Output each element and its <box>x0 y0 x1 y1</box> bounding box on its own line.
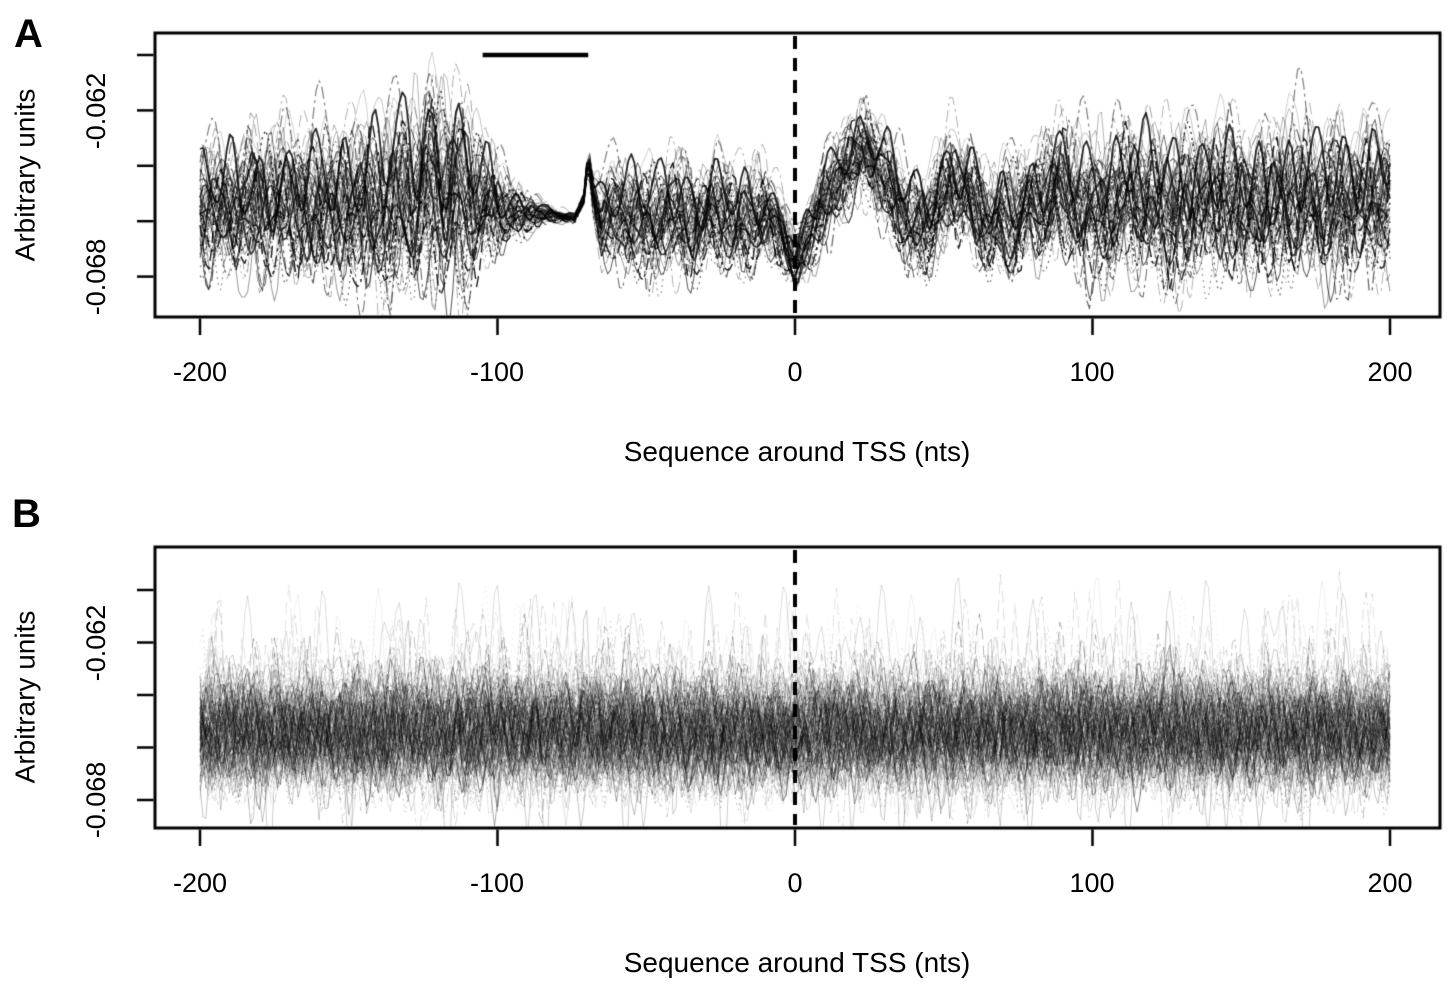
x-tick-label-a-0: 0 <box>787 357 803 387</box>
y-tick-label-a-068: -0.068 <box>81 238 112 316</box>
x-tick-label-a-m200: -200 <box>172 357 228 387</box>
x-tick-label-b-m200: -200 <box>172 868 228 898</box>
x-tick-label-a-100: 100 <box>1069 357 1115 387</box>
y-axis-title-a: Arbitrary units <box>9 88 41 262</box>
panel-a-label: A <box>14 12 43 56</box>
panel-b-label: B <box>12 492 41 536</box>
x-axis-title-a: Sequence around TSS (nts) <box>623 436 971 467</box>
y-tick-label-b-062: -0.062 <box>81 604 112 682</box>
x-tick-label-a-m100: -100 <box>469 357 525 387</box>
x-tick-label-b-m100: -100 <box>469 868 525 898</box>
y-axis-title-b: Arbitrary units <box>9 610 41 784</box>
x-tick-label-b-0: 0 <box>787 868 803 898</box>
y-tick-label-b-068: -0.068 <box>81 761 112 839</box>
x-axis-title-b: Sequence around TSS (nts) <box>623 947 971 978</box>
x-tick-label-b-200: 200 <box>1367 868 1413 898</box>
x-tick-label-a-200: 200 <box>1367 357 1413 387</box>
x-tick-label-b-100: 100 <box>1069 868 1115 898</box>
y-tick-label-a-062: -0.062 <box>81 72 112 150</box>
